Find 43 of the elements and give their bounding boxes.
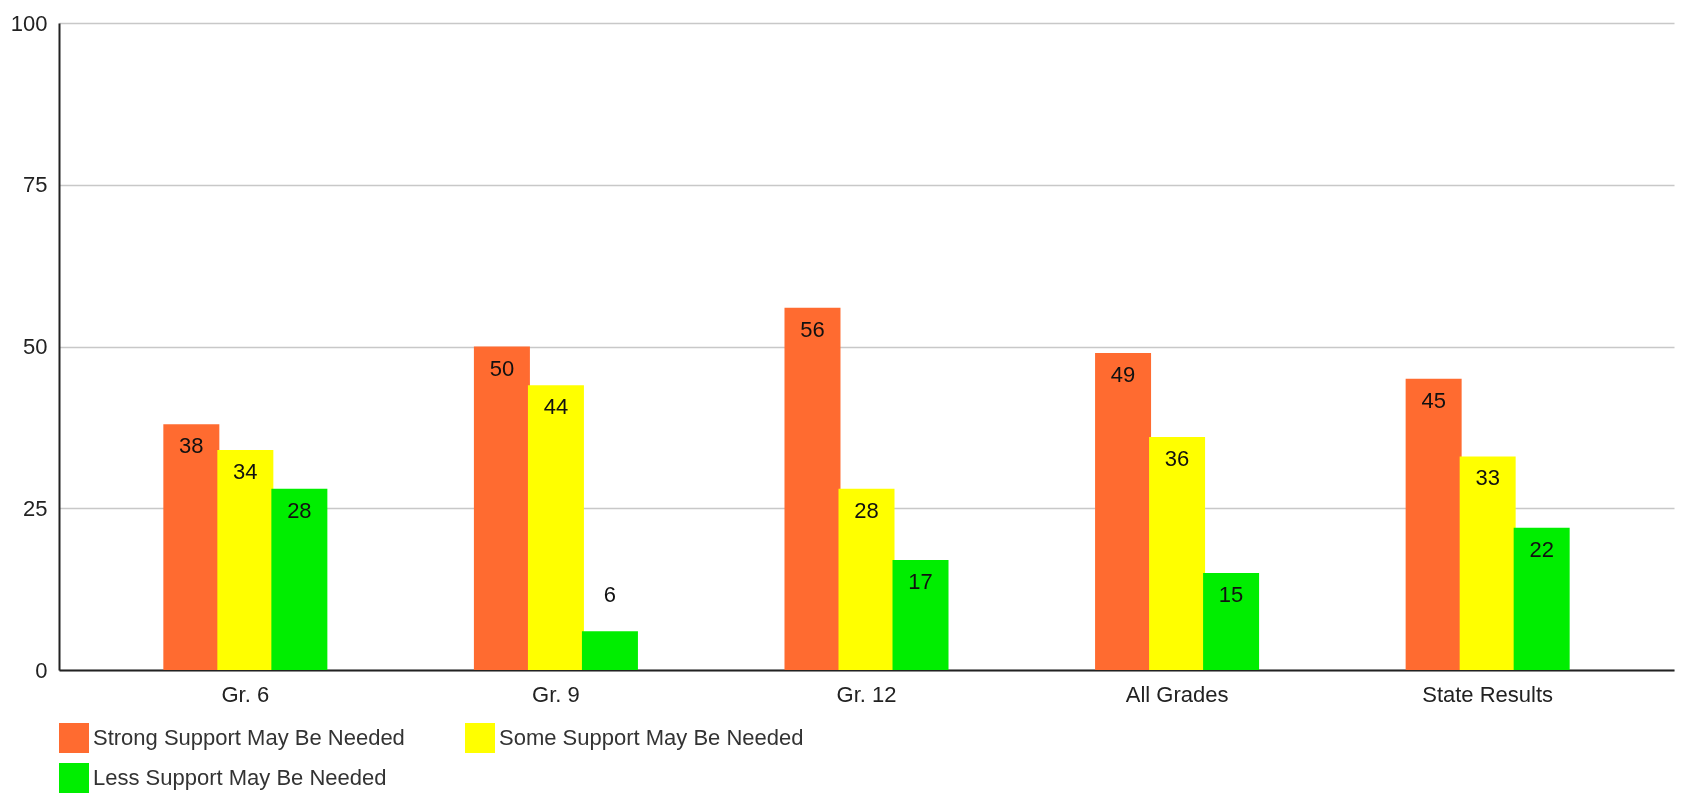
- bar: [1095, 352, 1152, 670]
- y-tick-label: 75: [23, 172, 48, 198]
- data-label: 45: [1421, 387, 1446, 413]
- data-label: 49: [1110, 361, 1136, 387]
- y-tick-label: 100: [10, 10, 48, 36]
- data-label: 44: [543, 394, 569, 420]
- x-tick-label: Gr. 12: [836, 681, 897, 707]
- y-tick-label: 0: [35, 657, 48, 683]
- data-label: 38: [179, 433, 204, 459]
- bar: [892, 560, 949, 670]
- bar: [1513, 527, 1570, 670]
- bar: [1459, 456, 1516, 670]
- bar: [581, 631, 638, 670]
- data-label: 56: [800, 316, 825, 342]
- bar: [784, 307, 841, 670]
- bar: [1149, 437, 1206, 670]
- data-label: 36: [1164, 446, 1190, 472]
- legend-label: Less Support May Be Needed: [93, 765, 387, 790]
- bar: [1405, 378, 1462, 670]
- x-tick-label: All Grades: [1125, 681, 1229, 707]
- legend-label: Strong Support May Be Needed: [93, 725, 405, 750]
- x-tick-label: Gr. 9: [532, 681, 580, 707]
- x-tick-label: State Results: [1422, 681, 1554, 707]
- bar: [838, 488, 895, 670]
- legend-label: Some Support May Be Needed: [499, 725, 804, 750]
- x-tick-label: Gr. 6: [221, 681, 270, 707]
- data-label: 28: [854, 497, 879, 523]
- bar: [527, 385, 584, 670]
- data-label: 28: [287, 497, 312, 523]
- data-label: 6: [603, 582, 617, 608]
- bar: [1203, 572, 1260, 670]
- data-label: 34: [233, 459, 258, 485]
- data-label: 22: [1529, 536, 1554, 562]
- data-label: 33: [1475, 465, 1500, 491]
- bar: [163, 424, 220, 670]
- data-label: 17: [908, 569, 933, 595]
- y-tick-label: 50: [23, 334, 48, 359]
- bar: [473, 346, 530, 670]
- data-label: 50: [489, 355, 515, 381]
- bar: [271, 488, 328, 670]
- y-tick-label: 25: [23, 495, 48, 521]
- bar: [217, 450, 274, 670]
- data-label: 15: [1218, 581, 1244, 607]
